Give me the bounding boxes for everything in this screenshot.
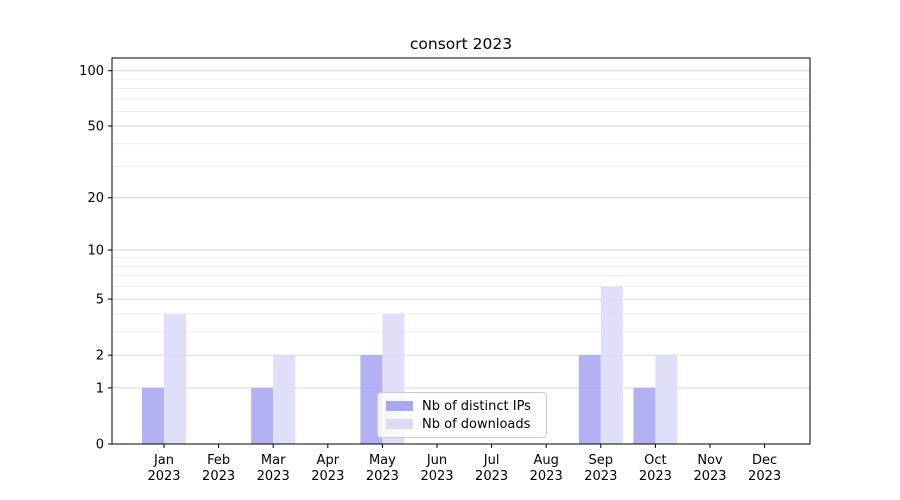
x-tick-label-year: 2023 [311, 469, 344, 484]
x-tick-label-month: May [369, 453, 396, 468]
bar-nb-of-downloads-mar [273, 355, 296, 444]
x-tick-label-month: Apr [317, 453, 340, 468]
x-tick-label-year: 2023 [147, 469, 180, 484]
x-tick-label-year: 2023 [530, 469, 563, 484]
legend-swatch-downloads [386, 419, 413, 429]
x-tick-label-year: 2023 [584, 469, 617, 484]
legend-item-downloads: Nb of downloads [386, 415, 538, 433]
x-tick-label-month: Aug [534, 453, 559, 468]
x-tick-label-year: 2023 [639, 469, 672, 484]
bar-nb-of-distinct-ips-mar [251, 387, 274, 444]
plot-border [111, 57, 811, 445]
x-tick-label-year: 2023 [202, 469, 235, 484]
x-tick-label-month: Dec [752, 453, 777, 468]
legend: Nb of distinct IPs Nb of downloads [377, 392, 547, 438]
x-tick-label-year: 2023 [693, 469, 726, 484]
x-tick-label-month: Jul [483, 453, 500, 468]
x-tick-label-year: 2023 [366, 469, 399, 484]
x-tick-label-month: Jun [426, 453, 447, 468]
bar-nb-of-downloads-oct [655, 355, 678, 444]
y-tick-label: 100 [79, 64, 104, 79]
y-tick-label: 5 [96, 293, 104, 308]
legend-label-distinct-ips: Nb of distinct IPs [422, 398, 531, 414]
bar-nb-of-downloads-jan [164, 313, 186, 444]
bar-nb-of-distinct-ips-sep [578, 355, 601, 444]
legend-swatch-distinct-ips [386, 401, 413, 411]
x-tick-label-month: Nov [697, 453, 723, 468]
x-tick-label-month: Sep [589, 453, 614, 468]
x-tick-label-month: Oct [644, 453, 666, 468]
legend-item-distinct-ips: Nb of distinct IPs [386, 397, 538, 415]
bar-nb-of-distinct-ips-oct [633, 387, 656, 444]
x-tick-label-year: 2023 [475, 469, 508, 484]
y-tick-label: 0 [96, 438, 104, 453]
y-tick-label: 2 [96, 349, 104, 364]
bar-nb-of-distinct-ips-may [360, 355, 383, 444]
x-tick-label-month: Mar [261, 453, 286, 468]
x-tick-label-year: 2023 [748, 469, 781, 484]
x-tick-label-month: Feb [207, 453, 230, 468]
y-tick-label: 10 [87, 244, 104, 259]
y-tick-label: 1 [96, 381, 104, 396]
x-tick-label-month: Jan [153, 453, 174, 468]
bar-nb-of-distinct-ips-jan [142, 387, 164, 444]
bar-nb-of-downloads-sep [600, 286, 623, 444]
x-tick-label-year: 2023 [257, 469, 290, 484]
x-tick-label-year: 2023 [420, 469, 453, 484]
y-tick-label: 20 [87, 191, 104, 206]
chart-title: consort 2023 [409, 35, 513, 53]
y-tick-label: 50 [87, 119, 104, 134]
legend-label-downloads: Nb of downloads [422, 416, 531, 432]
